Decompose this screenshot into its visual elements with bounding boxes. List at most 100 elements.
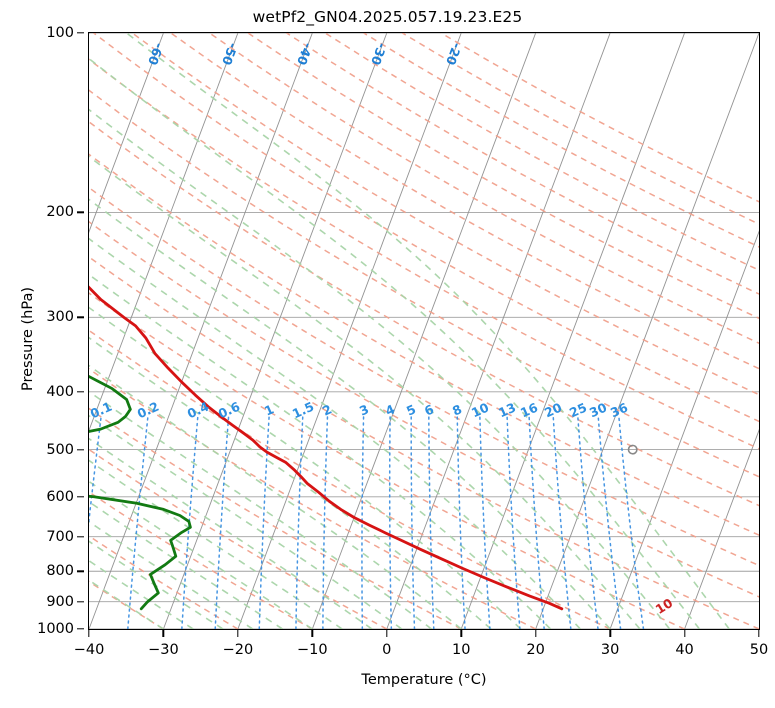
x-tick: [683, 630, 686, 637]
mixing-ratio-line: [506, 415, 521, 629]
y-tick-label: 500: [46, 441, 74, 458]
lcl-marker: [627, 444, 638, 455]
mixing-ratio-line: [410, 415, 416, 629]
dry-adiabat-line: [209, 33, 759, 344]
x-tick: [460, 630, 462, 637]
dry-adiabat-line: [89, 89, 759, 478]
mixing-ratio-line: [214, 415, 230, 629]
isotherm-line: [535, 33, 759, 629]
dry-adiabat-line: [131, 33, 759, 396]
moist-adiabat-line: [89, 57, 701, 629]
dry-adiabat-line: [247, 33, 759, 320]
y-tick: [77, 535, 84, 538]
x-tick: [386, 630, 388, 637]
dry-adiabat-line: [440, 33, 759, 203]
dry-adiabat-line: [89, 491, 313, 629]
isotherm-line: [89, 33, 164, 233]
mixing-ratio-line: [181, 415, 199, 629]
isotherm-line: [89, 33, 239, 432]
mixing-ratio-line: [428, 415, 435, 629]
mixing-ratio-line: [479, 415, 491, 629]
mixing-ratio-line: [361, 415, 365, 629]
y-tick: [77, 32, 84, 34]
y-tick: [77, 391, 84, 393]
y-tick: [77, 448, 84, 451]
y-tick-label: 600: [46, 488, 74, 505]
y-tick-label: 700: [46, 528, 74, 545]
dry-adiabat-line: [89, 580, 164, 629]
moist-adiabat-line: [89, 480, 313, 629]
dry-adiabat-line: [93, 33, 759, 423]
mixing-ratio-line: [528, 415, 545, 629]
x-tick-label: 20: [526, 642, 545, 658]
x-tick-label: −30: [148, 642, 179, 658]
y-tick: [77, 496, 84, 498]
x-axis-title: Temperature (°C): [361, 672, 487, 688]
y-tick: [77, 601, 84, 603]
x-tick: [162, 630, 165, 637]
dry-adiabat-line: [324, 33, 759, 271]
dry-adiabat-line: [89, 186, 759, 567]
moist-adiabat-line: [89, 364, 462, 629]
mixing-ratio-line: [618, 415, 645, 629]
y-tick-label: 800: [46, 563, 74, 580]
temperature-profile: [89, 285, 564, 611]
mixing-ratio-line: [89, 415, 102, 527]
mixing-ratio-line: [322, 415, 329, 629]
moist-adiabat-line: [89, 559, 194, 629]
isotherm-line: [460, 33, 685, 629]
mixing-ratio-line: [552, 415, 572, 629]
x-tick: [609, 630, 611, 637]
x-tick-label: 0: [382, 642, 392, 658]
isotherm-line: [163, 33, 388, 629]
mixing-ratio-line: [577, 415, 599, 629]
moist-adiabat-line: [89, 336, 492, 629]
y-tick-label: 200: [46, 204, 74, 221]
figure-title: wetPf2_GN04.2025.057.19.23.E25: [252, 8, 523, 26]
y-tick-label: 1000: [37, 621, 74, 637]
moist-adiabat-line: [89, 237, 581, 629]
moist-adiabat-line: [89, 273, 552, 629]
isotherm-line: [237, 33, 462, 629]
dry-adiabat-line: [89, 367, 537, 629]
dry-adiabat-line: [89, 153, 759, 536]
dry-adiabat-line: [89, 58, 759, 450]
mixing-ratio-line: [597, 415, 622, 629]
dry-adiabat-line: [89, 535, 239, 629]
y-tick-label: 100: [46, 25, 74, 41]
dry-adiabat-line: [89, 407, 462, 629]
isotherm-line: [609, 230, 759, 629]
dry-adiabat-line: [89, 329, 611, 629]
x-axis: −40 −30 −20 −10 0 10 20 30 40 50: [74, 630, 768, 670]
moist-adiabat-line: [89, 500, 283, 629]
dry-adiabat-line: [170, 33, 759, 370]
dry-adiabat-line: [401, 33, 759, 225]
x-tick-label: 30: [600, 642, 620, 658]
x-tick-label: −40: [73, 642, 105, 658]
y-tick-label: 400: [46, 383, 74, 400]
moist-adiabat-line: [89, 459, 343, 629]
x-tick-label: −10: [297, 642, 328, 658]
dry-adiabat-line: [89, 220, 759, 598]
moist-adiabat-line: [89, 414, 403, 629]
x-tick-label: 50: [749, 642, 769, 658]
dry-adiabat-line: [89, 448, 388, 629]
y-tick: [77, 211, 84, 214]
x-tick: [311, 630, 314, 637]
x-tick: [237, 630, 239, 637]
x-tick: [534, 630, 537, 637]
x-tick: [758, 630, 760, 637]
mixing-ratio-line: [258, 415, 270, 629]
moist-adiabat-line: [89, 390, 432, 629]
moist-adiabat-line: [89, 108, 671, 629]
y-tick: [77, 570, 84, 572]
plot-area: -60 -50 -40 -30 -20 0.1 0.2 0.4 0.6 1 1.5 2 3 4 5 6 8 10 1…: [88, 32, 760, 630]
mixing-ratio-line: [127, 415, 149, 629]
moist-adiabat-line: [126, 33, 730, 629]
y-tick-label: 300: [46, 309, 74, 326]
dry-adiabat-line: [363, 33, 759, 248]
isotherm-line: [89, 33, 313, 629]
moist-adiabat-line: [89, 306, 522, 629]
y-tick-label: 900: [46, 593, 74, 610]
isotherm-line: [386, 33, 611, 629]
